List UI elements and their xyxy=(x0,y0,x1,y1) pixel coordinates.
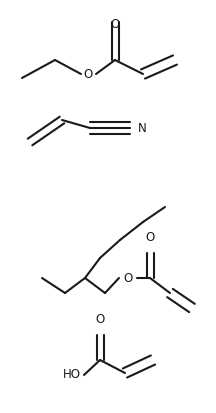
Text: O: O xyxy=(123,271,133,285)
Text: O: O xyxy=(83,67,93,81)
Text: N: N xyxy=(138,121,147,135)
Text: O: O xyxy=(110,18,120,31)
Text: HO: HO xyxy=(63,368,81,382)
Text: O: O xyxy=(145,231,155,244)
Text: O: O xyxy=(95,313,105,326)
